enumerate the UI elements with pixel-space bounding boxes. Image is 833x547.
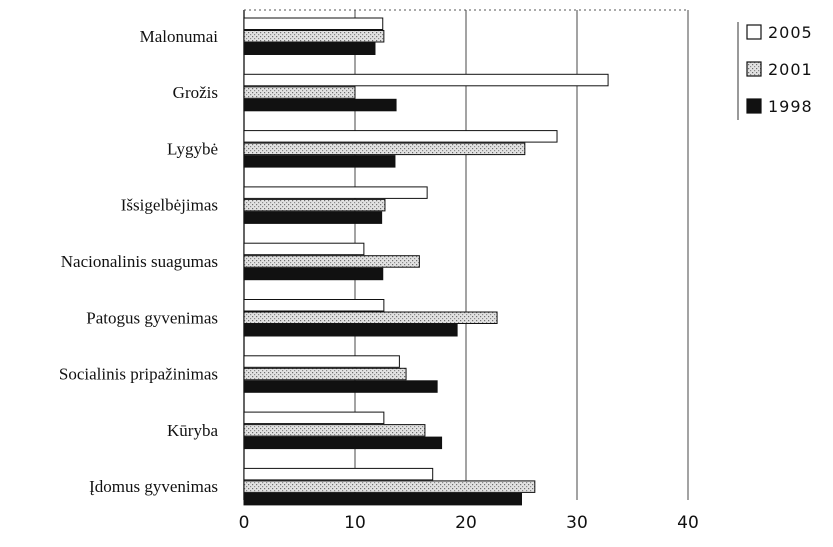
bar-1998-7 <box>243 380 438 393</box>
legend-label-2001: 2001 <box>768 60 813 79</box>
bar-2001-1 <box>243 30 385 43</box>
legend-label-1998: 1998 <box>768 97 813 116</box>
bar-2005-1 <box>243 17 384 30</box>
category-label: Lygybė <box>167 139 218 158</box>
bar-2001-7 <box>243 367 407 381</box>
bars <box>243 17 609 506</box>
category-label: Grožis <box>173 83 218 102</box>
bar-1998-6 <box>243 324 458 337</box>
legend-swatch-1998 <box>746 98 762 114</box>
legend-label-2005: 2005 <box>768 23 813 42</box>
category-label: Malonumai <box>140 27 219 46</box>
bar-2005-8 <box>243 411 385 425</box>
bar-2005-2 <box>243 73 609 87</box>
category-label: Socialinis pripažinimas <box>59 365 218 384</box>
bar-2001-8 <box>243 424 426 437</box>
x-tick-label-30: 30 <box>566 513 588 533</box>
bar-1998-9 <box>243 492 522 506</box>
bar-1998-3 <box>243 155 396 168</box>
category-label: Kūryba <box>167 421 218 440</box>
bar-2005-3 <box>243 130 558 143</box>
bar-2001-3 <box>243 142 526 156</box>
bar-2001-2 <box>243 86 356 99</box>
category-labels: Malonumai Grožis Lygybė Išsigelbėjimas Nacio… <box>59 27 219 496</box>
category-label: Nacionalinis suagumas <box>61 252 218 271</box>
bar-1998-4 <box>243 211 383 224</box>
bar-2005-5 <box>243 242 365 256</box>
bar-2005-7 <box>243 355 400 368</box>
x-tick-label-0: 0 <box>239 513 250 533</box>
bar-1998-8 <box>243 436 443 450</box>
bar-1998-1 <box>243 42 376 55</box>
bar-2001-9 <box>243 480 536 493</box>
category-label: Įdomus gyvenimas <box>89 477 218 496</box>
bar-2001-6 <box>243 311 498 324</box>
bar-2005-9 <box>243 467 434 481</box>
legend: 2005 2001 1998 <box>737 22 813 120</box>
bar-2005-4 <box>243 186 428 199</box>
bar-1998-2 <box>243 98 397 112</box>
category-label: Išsigelbėjimas <box>121 196 218 215</box>
legend-swatch-2001 <box>746 61 762 77</box>
bar-2005-6 <box>243 299 385 312</box>
x-axis-ticks: 0 10 20 30 40 <box>239 513 699 533</box>
x-tick-label-20: 20 <box>455 513 477 533</box>
legend-swatch-2005 <box>746 24 762 40</box>
bar-2001-5 <box>243 255 420 268</box>
x-tick-label-40: 40 <box>677 513 699 533</box>
category-label: Patogus gyvenimas <box>86 308 218 327</box>
x-tick-label-10: 10 <box>344 513 366 533</box>
bar-2001-4 <box>243 198 386 212</box>
bar-1998-5 <box>243 267 384 281</box>
